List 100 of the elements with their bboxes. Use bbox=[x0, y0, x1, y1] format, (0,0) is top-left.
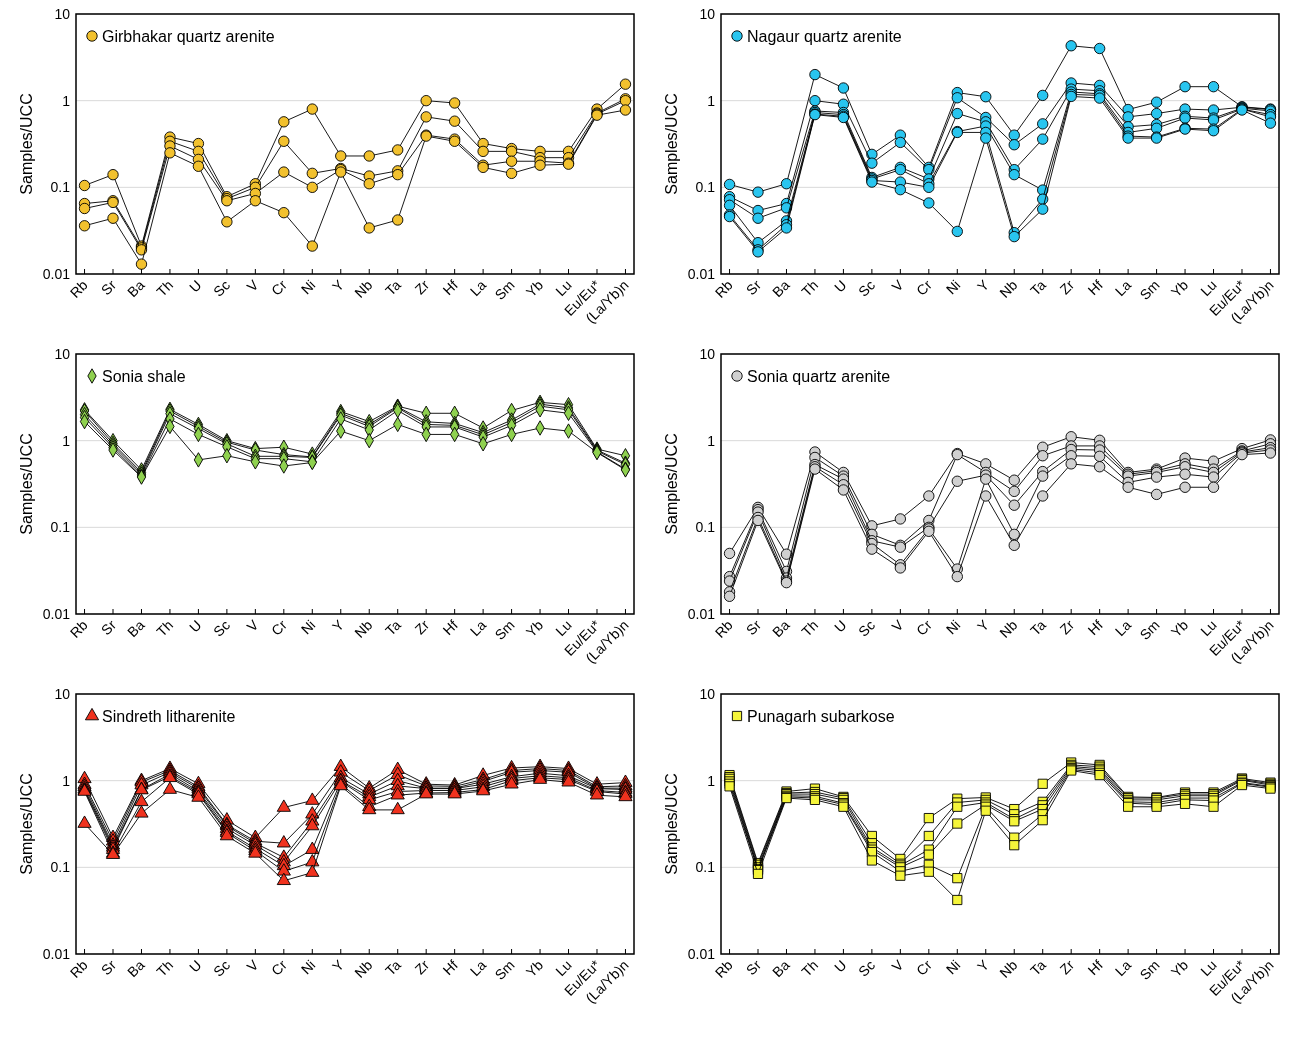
x-tick-label: Sm bbox=[1136, 956, 1163, 983]
legend-label: Sonia shale bbox=[102, 367, 186, 385]
x-tick-label: Ta bbox=[382, 276, 404, 299]
x-tick-label: Ba bbox=[769, 616, 793, 641]
x-tick-label: Sr bbox=[97, 276, 120, 299]
x-tick-label: Cr bbox=[913, 616, 936, 639]
x-tick-label: V bbox=[888, 276, 907, 295]
x-tick-label: Cr bbox=[268, 956, 291, 979]
x-tick-label: Ta bbox=[382, 616, 404, 639]
x-tick-label: La bbox=[1111, 956, 1135, 980]
x-tick-label: Ni bbox=[942, 616, 964, 638]
x-tick-label: Nb bbox=[351, 616, 376, 641]
x-tick-label: Sc bbox=[855, 956, 879, 980]
x-tick-label: Y bbox=[973, 956, 993, 975]
y-tick-label: 10 bbox=[54, 345, 71, 362]
x-tick-label: Zr bbox=[1056, 616, 1078, 638]
y-tick-label: 0.1 bbox=[50, 179, 71, 196]
x-tick-label: V bbox=[888, 956, 907, 975]
x-tick-label: V bbox=[243, 616, 262, 635]
legend-label: Sonia quartz arenite bbox=[747, 367, 891, 385]
x-tick-label: Ta bbox=[382, 956, 404, 979]
x-tick-label: La bbox=[1111, 616, 1135, 640]
x-tick-label: Sr bbox=[742, 616, 765, 639]
x-tick-label: La bbox=[466, 276, 490, 300]
y-tick-label: 0.01 bbox=[687, 605, 716, 622]
y-tick-label: 0.01 bbox=[42, 265, 71, 282]
y-tick-label: 10 bbox=[699, 345, 716, 362]
x-tick-label: Y bbox=[328, 276, 348, 295]
y-axis-title: Samples/UCC bbox=[18, 433, 35, 535]
x-tick-label: Ni bbox=[297, 276, 319, 298]
x-tick-label: Hf bbox=[1084, 616, 1106, 639]
x-tick-label: Yb bbox=[1167, 276, 1192, 301]
x-tick-label: Sc bbox=[855, 616, 879, 640]
y-tick-label: 0.1 bbox=[695, 519, 716, 536]
x-tick-label: Cr bbox=[268, 616, 291, 639]
x-tick-label: U bbox=[831, 276, 850, 296]
x-tick-label: Y bbox=[328, 956, 348, 975]
x-tick-label: U bbox=[831, 956, 850, 976]
x-tick-label: Sr bbox=[97, 616, 120, 639]
x-tick-label: V bbox=[243, 276, 262, 295]
x-tick-label: Cr bbox=[913, 276, 936, 299]
x-tick-label: La bbox=[466, 956, 490, 980]
legend-label: Girbhakar quartz arenite bbox=[102, 27, 275, 45]
x-tick-label: Ba bbox=[124, 956, 148, 981]
y-tick-label: 0.01 bbox=[42, 945, 71, 962]
y-tick-label: 0.01 bbox=[42, 605, 71, 622]
x-tick-label: Ta bbox=[1027, 616, 1049, 639]
y-tick-label: 0.1 bbox=[50, 859, 71, 876]
x-tick-label: Yb bbox=[522, 276, 547, 301]
x-tick-label: Hf bbox=[439, 956, 461, 979]
x-tick-label: Zr bbox=[411, 276, 433, 298]
y-axis-title: Samples/UCC bbox=[663, 93, 680, 195]
y-axis-title: Samples/UCC bbox=[663, 773, 680, 875]
legend-label: Nagaur quartz arenite bbox=[747, 27, 902, 45]
x-tick-label: Sc bbox=[210, 956, 234, 980]
x-tick-label: Hf bbox=[1084, 956, 1106, 979]
x-tick-label: La bbox=[1111, 276, 1135, 300]
x-tick-label: Ba bbox=[769, 956, 793, 981]
x-tick-label: Sm bbox=[1136, 276, 1163, 303]
x-tick-label: Th bbox=[153, 276, 177, 300]
legend-label: Sindreth litharenite bbox=[102, 707, 236, 725]
x-tick-label: Ni bbox=[297, 956, 319, 978]
x-tick-label: Sm bbox=[491, 956, 518, 983]
y-tick-label: 1 bbox=[707, 772, 716, 789]
x-tick-label: Ta bbox=[1027, 956, 1049, 979]
y-tick-label: 0.1 bbox=[50, 519, 71, 536]
x-tick-label: Sr bbox=[742, 276, 765, 299]
y-tick-label: 0.01 bbox=[687, 265, 716, 282]
x-tick-label: Sc bbox=[855, 276, 879, 300]
x-tick-label: Nb bbox=[351, 276, 376, 301]
x-tick-label: Sm bbox=[1136, 616, 1163, 643]
y-axis-title: Samples/UCC bbox=[663, 433, 680, 535]
x-tick-label: Ta bbox=[1027, 276, 1049, 299]
x-tick-label: Sc bbox=[210, 276, 234, 300]
x-tick-label: Y bbox=[973, 276, 993, 295]
y-tick-label: 0.01 bbox=[687, 945, 716, 962]
y-tick-label: 0.1 bbox=[695, 859, 716, 876]
x-tick-label: U bbox=[186, 956, 205, 976]
x-tick-label: Th bbox=[798, 276, 822, 300]
x-tick-label: Sr bbox=[742, 956, 765, 979]
x-tick-label: Ni bbox=[297, 616, 319, 638]
legend-label: Punagarh subarkose bbox=[747, 707, 895, 725]
x-tick-label: Yb bbox=[1167, 956, 1192, 981]
y-axis-title: Samples/UCC bbox=[18, 773, 35, 875]
x-tick-label: Y bbox=[973, 616, 993, 635]
y-tick-label: 1 bbox=[707, 92, 716, 109]
y-axis-title: Samples/UCC bbox=[18, 93, 35, 195]
x-tick-label: Th bbox=[798, 956, 822, 980]
x-tick-label: V bbox=[888, 616, 907, 635]
y-tick-label: 0.1 bbox=[695, 179, 716, 196]
x-tick-label: U bbox=[831, 616, 850, 636]
x-tick-label: Sm bbox=[491, 276, 518, 303]
x-tick-label: Nb bbox=[996, 956, 1021, 981]
x-tick-label: Hf bbox=[1084, 276, 1106, 299]
x-tick-label: Ni bbox=[942, 276, 964, 298]
x-tick-label: Yb bbox=[522, 956, 547, 981]
x-tick-label: Ba bbox=[124, 616, 148, 641]
x-tick-label: La bbox=[466, 616, 490, 640]
x-tick-label: Zr bbox=[1056, 956, 1078, 978]
x-tick-label: Sc bbox=[210, 616, 234, 640]
